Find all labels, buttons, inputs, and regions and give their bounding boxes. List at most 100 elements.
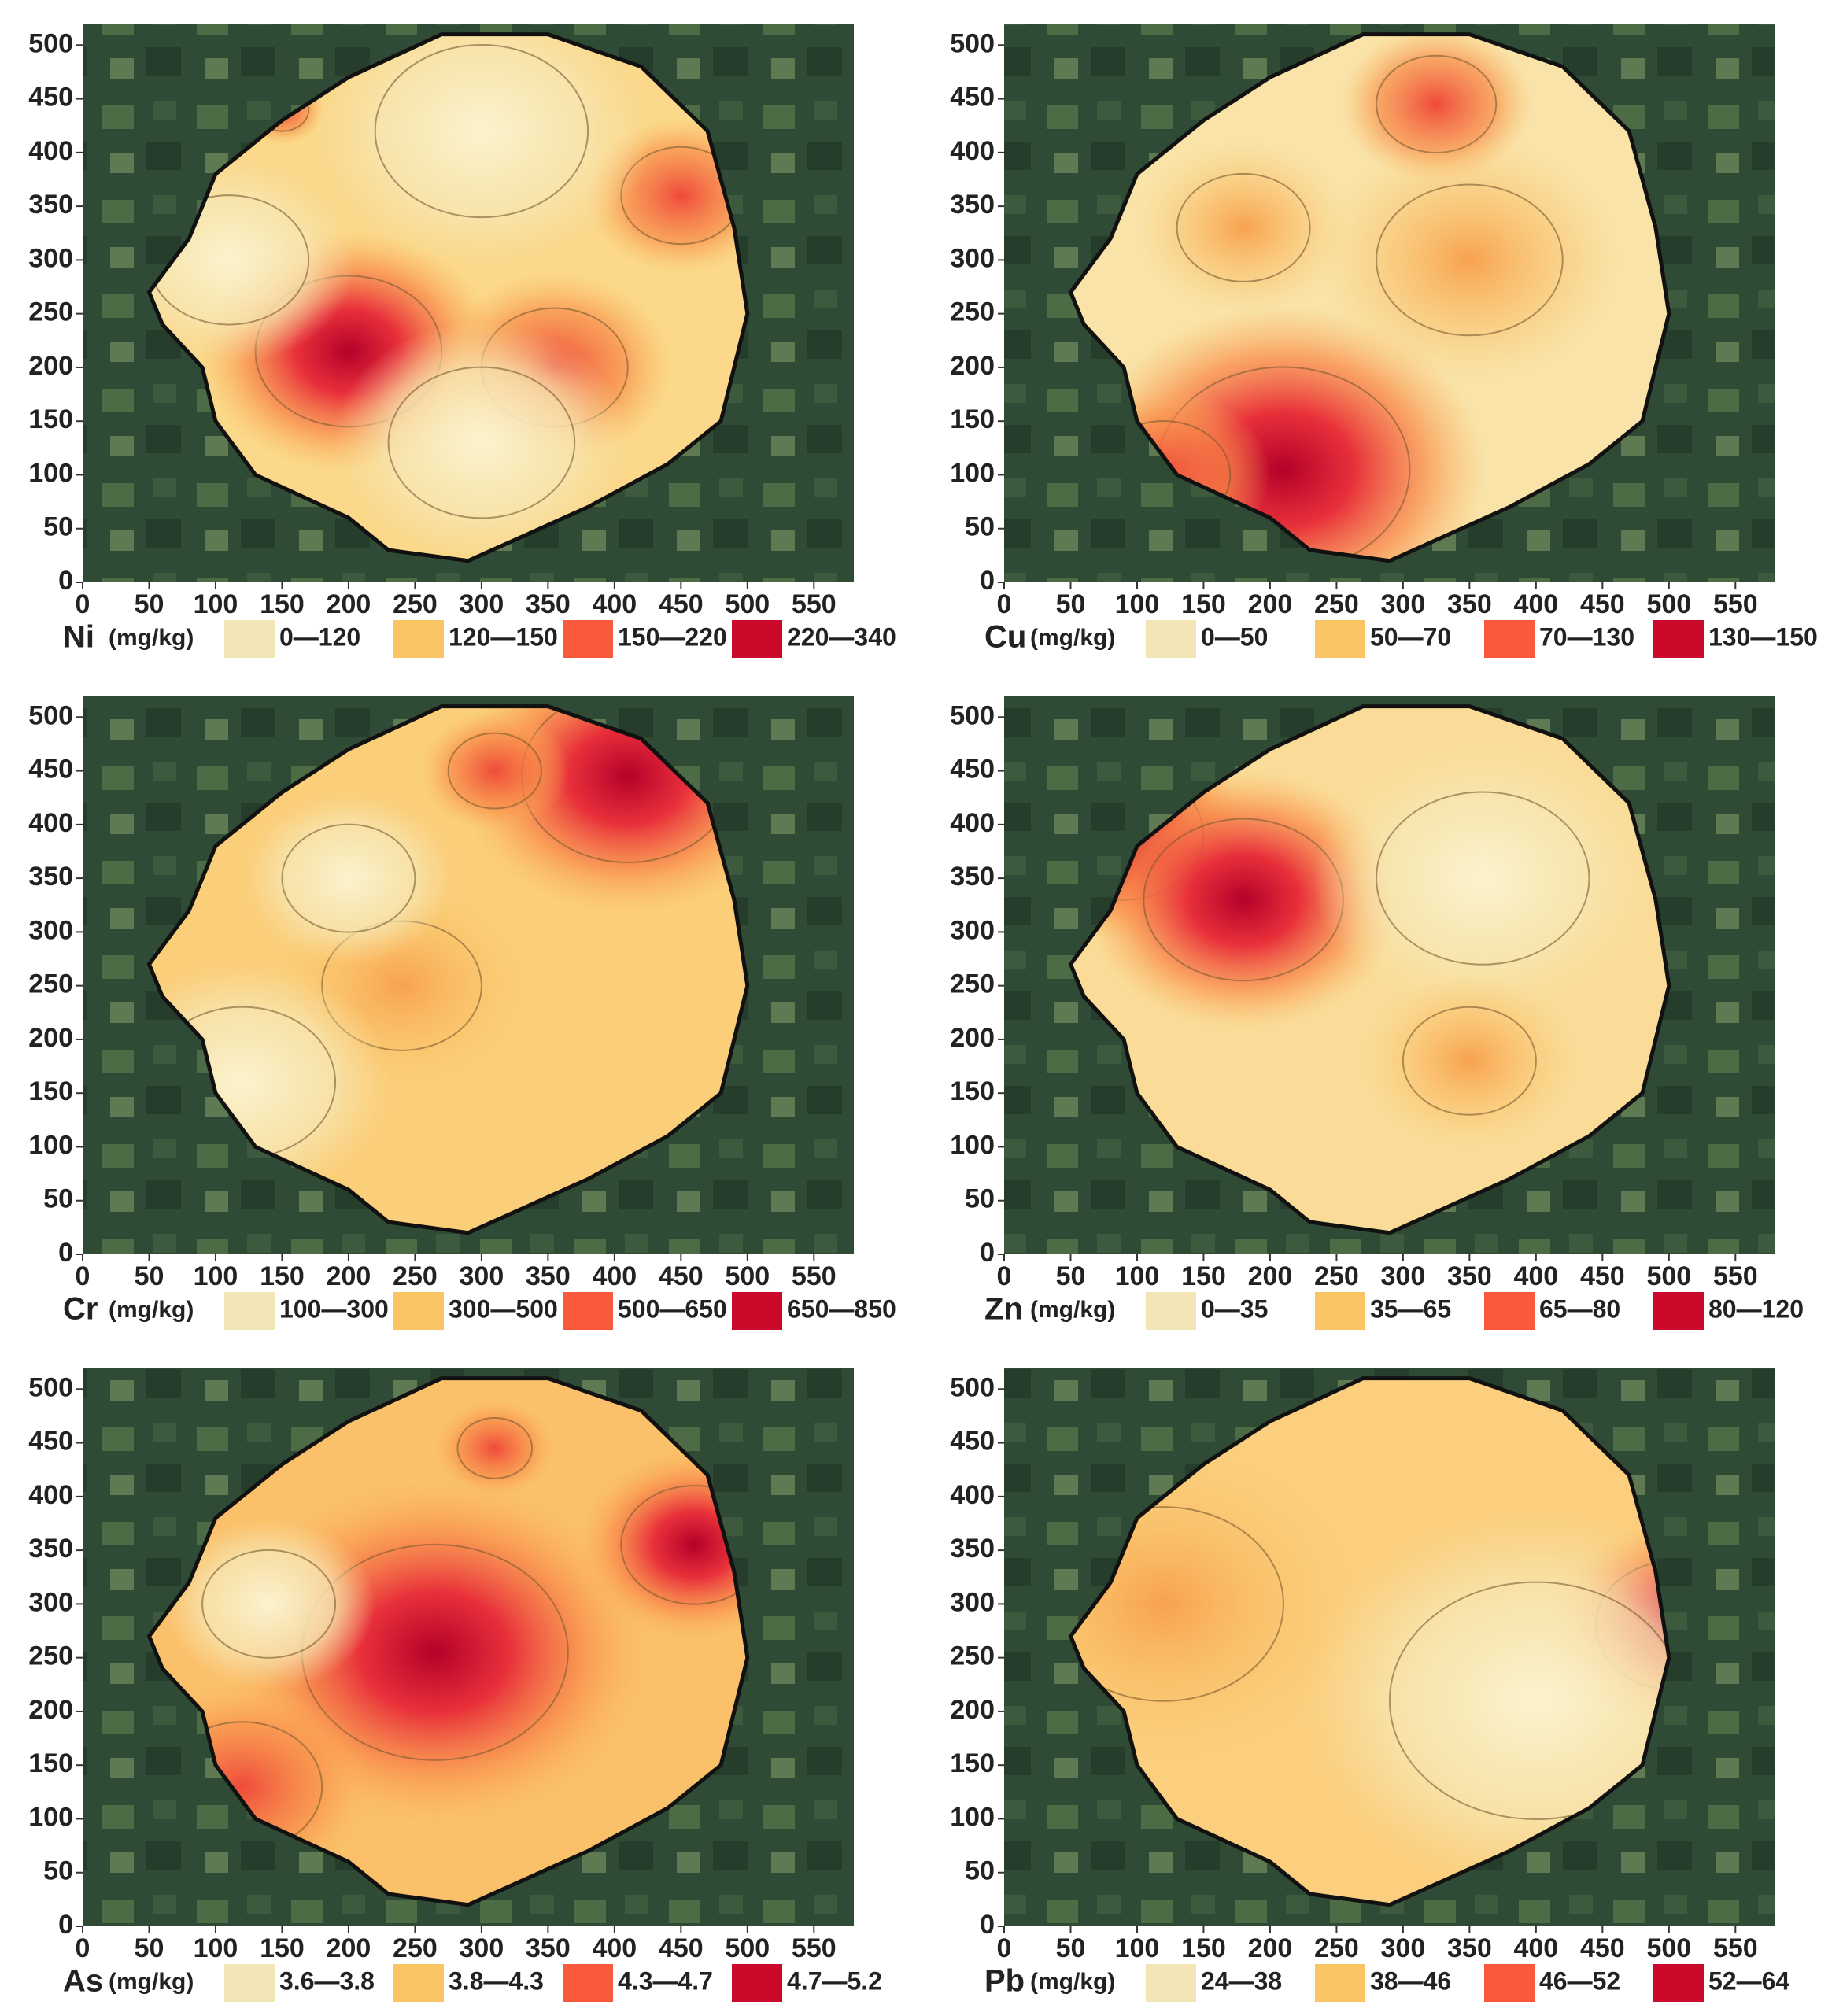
x-tick-label: 400 [1513,1261,1558,1291]
hotspot [435,1400,555,1497]
y-tick-label: 250 [950,1641,995,1671]
legend-swatch [1146,620,1196,658]
map-boundary [146,1376,750,1907]
y-tick-label: 250 [28,969,73,999]
x-tick-label: 550 [792,1933,837,1963]
x-tick-label: 450 [659,1261,704,1291]
legend-label: 50—70 [1370,622,1451,651]
legend-label: 130—150 [1708,622,1818,651]
x-tick-label: 350 [526,1933,571,1963]
legend-label: 500—650 [618,1294,727,1323]
hotspot [332,322,631,561]
legend-label: 100—300 [279,1294,389,1323]
unit-label: (mg/kg) [1030,1297,1115,1323]
legend-swatch [1653,620,1704,658]
x-tick-label: 450 [1580,589,1625,619]
y-tick-label: 350 [950,862,995,892]
legend-label: 46—52 [1539,1966,1620,1995]
y-tick-label: 150 [28,404,73,434]
x-tick-label: 150 [1181,1933,1226,1963]
hotspot [1363,974,1576,1147]
legend-swatch [1484,620,1535,658]
y-tick-label: 300 [950,915,995,945]
map-panel: 0 50 100 150 200 250 300 350 400 450 500 550 0 50 100 1… [28,24,896,658]
element-label: Pb [984,1964,1025,1999]
x-tick-label: 550 [792,1261,837,1291]
element-label: Zn [984,1292,1023,1327]
y-tick-label: 200 [28,1695,73,1725]
y-tick-label: 200 [28,351,73,381]
map-panel: 0 50 100 150 200 250 300 350 400 450 500 550 0 50 100 1… [950,24,1818,658]
x-tick-label: 50 [135,1933,164,1963]
legend-swatch [1653,1964,1704,2002]
contour-line [620,1484,748,1605]
y-tick-label: 0 [980,1910,995,1940]
y-tick-label: 400 [950,136,995,166]
y-tick-label: 150 [950,1748,995,1778]
x-tick-label: 550 [1713,1933,1758,1963]
legend-swatch [393,1964,444,2002]
x-tick-label: 250 [393,1261,438,1291]
x-tick-label: 100 [1115,1261,1160,1291]
contour-line [1070,1506,1284,1702]
y-tick-label: 300 [950,243,995,273]
contour-line [1388,1581,1669,1820]
legend-swatch [224,620,275,658]
legend-label: 65—80 [1539,1294,1620,1323]
y-tick-label: 0 [58,1910,73,1940]
y-tick-label: 350 [950,1534,995,1564]
y-tick-label: 100 [950,1130,995,1160]
y-tick-label: 400 [950,808,995,838]
unit-label: (mg/kg) [109,1969,194,1995]
legend-label: 3.8—4.3 [449,1966,544,1995]
legend-label: 52—64 [1708,1966,1789,1995]
x-tick-label: 150 [1181,1261,1226,1291]
legend-swatch [1484,1964,1535,2002]
map-boundary [1068,704,1671,1235]
hotspot [1312,740,1653,1017]
legend-label: 0—35 [1201,1294,1268,1323]
legend-swatch [1315,1292,1365,1330]
y-tick-label: 50 [43,1856,73,1886]
x-tick-label: 550 [1713,589,1758,619]
y-tick-label: 50 [965,512,995,542]
map-panel: 0 50 100 150 200 250 300 350 400 450 500 550 0 50 100 1… [950,696,1804,1330]
x-tick-label: 150 [1181,589,1226,619]
y-tick-label: 200 [950,351,995,381]
x-tick-label: 250 [1314,1933,1359,1963]
legend-label: 4.7—5.2 [787,1966,882,1995]
y-tick-label: 450 [28,83,73,113]
x-tick-label: 0 [76,1261,90,1291]
y-tick-label: 100 [950,458,995,488]
y-tick-label: 500 [28,28,73,58]
y-tick-label: 500 [28,700,73,730]
hotspot [1320,138,1619,381]
legend-swatch [393,1292,444,1330]
y-tick-label: 250 [950,297,995,327]
y-tick-label: 150 [28,1076,73,1106]
x-tick-label: 500 [725,1933,770,1963]
x-tick-label: 400 [592,1261,637,1291]
y-tick-label: 50 [965,1856,995,1886]
x-tick-label: 250 [393,1933,438,1963]
x-tick-label: 450 [659,589,704,619]
hotspot [1136,141,1350,315]
legend-swatch [732,620,782,658]
element-label: As [63,1964,103,1999]
y-tick-label: 300 [28,1587,73,1617]
legend-label: 24—38 [1201,1966,1282,1995]
legend-label: 120—150 [449,622,558,651]
legend-swatch [224,1964,275,2002]
x-tick-label: 450 [1580,1933,1625,1963]
legend-label: 220—340 [787,622,896,651]
unit-label: (mg/kg) [109,625,194,651]
y-tick-label: 450 [950,755,995,785]
x-tick-label: 500 [725,1261,770,1291]
contour-line [456,1417,534,1479]
x-tick-label: 0 [997,1261,1012,1291]
x-tick-label: 100 [1115,589,1160,619]
x-tick-label: 300 [1381,1261,1426,1291]
y-tick-label: 300 [28,243,73,273]
y-tick-label: 350 [28,190,73,220]
